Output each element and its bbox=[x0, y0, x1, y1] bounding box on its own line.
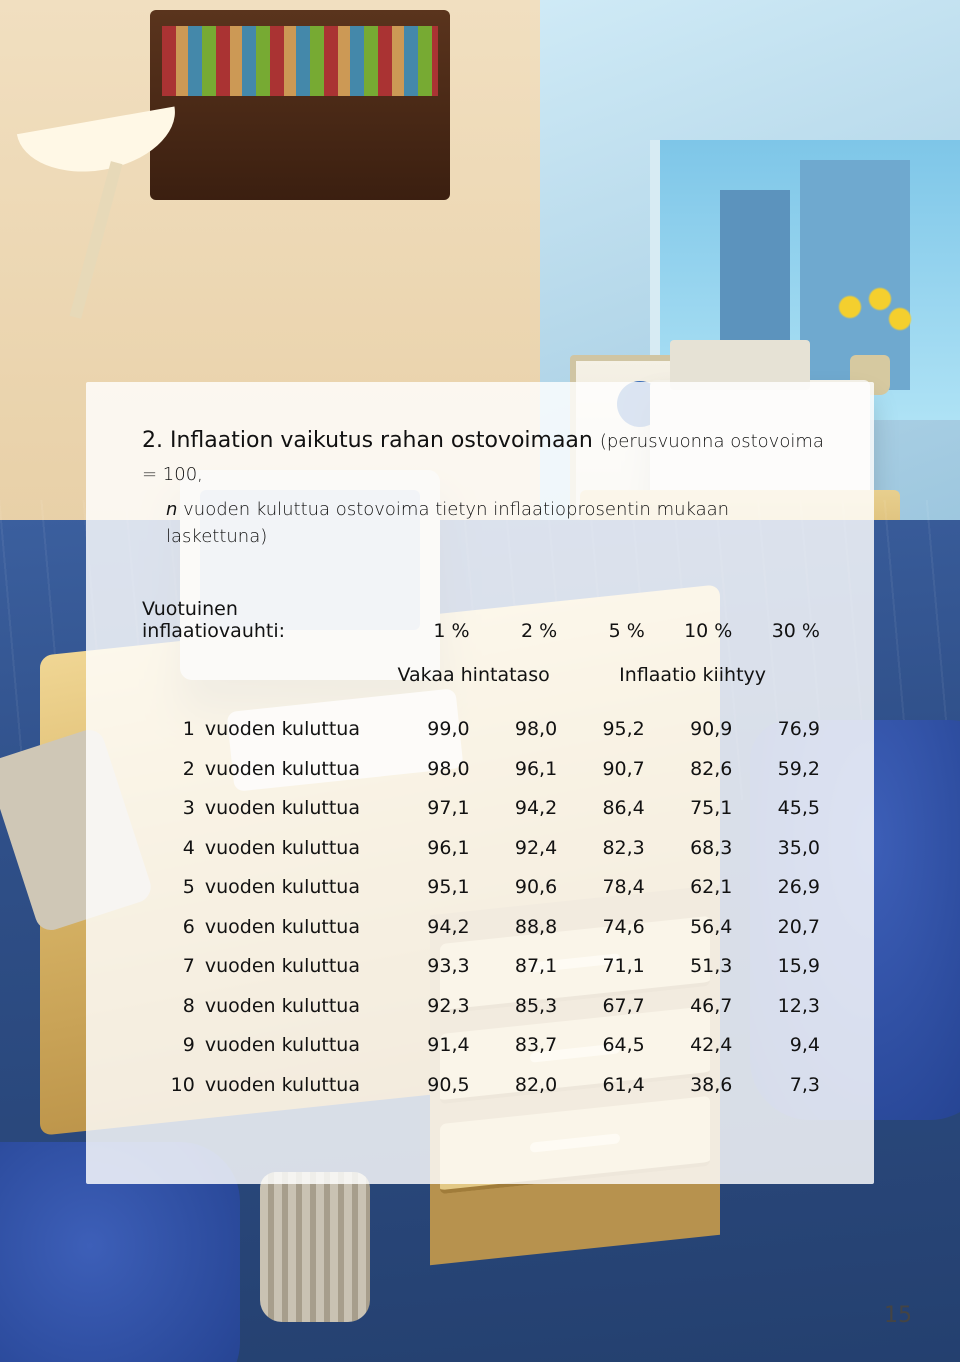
row-label: 8 vuoden kuluttua bbox=[142, 987, 386, 1027]
table-cell: 94,2 bbox=[386, 908, 474, 948]
table-cell: 86,4 bbox=[561, 789, 649, 829]
table-cell: 83,7 bbox=[474, 1026, 562, 1066]
table-cell: 88,8 bbox=[474, 908, 562, 948]
row-label: 2 vuoden kuluttua bbox=[142, 750, 386, 790]
table-row: 3 vuoden kuluttua97,194,286,475,145,5 bbox=[142, 789, 824, 829]
table-cell: 90,6 bbox=[474, 868, 562, 908]
table-cell: 82,6 bbox=[649, 750, 737, 790]
table-cell: 78,4 bbox=[561, 868, 649, 908]
table-cell: 92,3 bbox=[386, 987, 474, 1027]
table-cell: 94,2 bbox=[474, 789, 562, 829]
table-cell: 91,4 bbox=[386, 1026, 474, 1066]
table-cell: 64,5 bbox=[561, 1026, 649, 1066]
table-cell: 92,4 bbox=[474, 829, 562, 869]
row-label: 5 vuoden kuluttua bbox=[142, 868, 386, 908]
table-cell: 90,9 bbox=[649, 710, 737, 750]
table-cell: 97,1 bbox=[386, 789, 474, 829]
subheader-left: Vakaa hintataso bbox=[386, 664, 561, 686]
table-cell: 42,4 bbox=[649, 1026, 737, 1066]
table-cell: 90,5 bbox=[386, 1066, 474, 1106]
table-cell: 76,9 bbox=[736, 710, 824, 750]
col-header: 30 % bbox=[736, 620, 824, 642]
subheader-row: Vakaa hintataso Inflaatio kiihtyy bbox=[142, 664, 824, 686]
table-row: 5 vuoden kuluttua95,190,678,462,126,9 bbox=[142, 868, 824, 908]
table-cell: 46,7 bbox=[649, 987, 737, 1027]
col-header: 10 % bbox=[649, 620, 737, 642]
table-cell: 35,0 bbox=[736, 829, 824, 869]
table-cell: 62,1 bbox=[649, 868, 737, 908]
table-row: 8 vuoden kuluttua92,385,367,746,712,3 bbox=[142, 987, 824, 1027]
row-label: 7 vuoden kuluttua bbox=[142, 947, 386, 987]
table-cell: 68,3 bbox=[649, 829, 737, 869]
data-table: 1 vuoden kuluttua99,098,095,290,976,92 v… bbox=[142, 710, 824, 1105]
table-cell: 38,6 bbox=[649, 1066, 737, 1106]
col-header: 5 % bbox=[561, 620, 649, 642]
header-columns: 1 % 2 % 5 % 10 % 30 % bbox=[386, 598, 824, 642]
row-label: 1 vuoden kuluttua bbox=[142, 710, 386, 750]
col-header: 2 % bbox=[474, 620, 562, 642]
table-row: 7 vuoden kuluttua93,387,171,151,315,9 bbox=[142, 947, 824, 987]
table-cell: 99,0 bbox=[386, 710, 474, 750]
table-cell: 59,2 bbox=[736, 750, 824, 790]
table-cell: 20,7 bbox=[736, 908, 824, 948]
table-cell: 9,4 bbox=[736, 1026, 824, 1066]
table-cell: 61,4 bbox=[561, 1066, 649, 1106]
table-cell: 98,0 bbox=[474, 710, 562, 750]
row-label: 9 vuoden kuluttua bbox=[142, 1026, 386, 1066]
table-cell: 95,1 bbox=[386, 868, 474, 908]
section-heading: Inflaation vaikutus rahan ostovoimaan bbox=[170, 428, 593, 453]
row-label: 3 vuoden kuluttua bbox=[142, 789, 386, 829]
table-cell: 74,6 bbox=[561, 908, 649, 948]
table-row: 10 vuoden kuluttua90,582,061,438,67,3 bbox=[142, 1066, 824, 1106]
desk-lamp bbox=[20, 120, 240, 340]
header-label: Vuotuinen inflaatiovauhti: bbox=[142, 598, 386, 642]
col-header: 1 % bbox=[386, 620, 474, 642]
table-cell: 56,4 bbox=[649, 908, 737, 948]
table-cell: 12,3 bbox=[736, 987, 824, 1027]
header-label-line2: inflaatiovauhti: bbox=[142, 620, 386, 642]
waste-bin bbox=[260, 1172, 370, 1322]
header-label-line1: Vuotuinen bbox=[142, 598, 386, 620]
table-cell: 85,3 bbox=[474, 987, 562, 1027]
table-cell: 45,5 bbox=[736, 789, 824, 829]
table-cell: 98,0 bbox=[386, 750, 474, 790]
table-cell: 93,3 bbox=[386, 947, 474, 987]
table-cell: 15,9 bbox=[736, 947, 824, 987]
section-subtitle: n vuoden kuluttua ostovoima tietyn infla… bbox=[142, 496, 824, 550]
table-cell: 51,3 bbox=[649, 947, 737, 987]
row-label: 4 vuoden kuluttua bbox=[142, 829, 386, 869]
table-cell: 26,9 bbox=[736, 868, 824, 908]
table-row: 1 vuoden kuluttua99,098,095,290,976,9 bbox=[142, 710, 824, 750]
table-cell: 75,1 bbox=[649, 789, 737, 829]
table-cell: 95,2 bbox=[561, 710, 649, 750]
table-cell: 96,1 bbox=[474, 750, 562, 790]
table-row: 4 vuoden kuluttua96,192,482,368,335,0 bbox=[142, 829, 824, 869]
flower-pot bbox=[810, 275, 930, 395]
table-row: 2 vuoden kuluttua98,096,190,782,659,2 bbox=[142, 750, 824, 790]
table-cell: 96,1 bbox=[386, 829, 474, 869]
italic-n: n bbox=[166, 499, 177, 520]
table-cell: 87,1 bbox=[474, 947, 562, 987]
table-row: 9 vuoden kuluttua91,483,764,542,49,4 bbox=[142, 1026, 824, 1066]
subheader-right: Inflaatio kiihtyy bbox=[561, 664, 824, 686]
content-card: 2. Inflaation vaikutus rahan ostovoimaan… bbox=[86, 382, 874, 1184]
section-title: 2. Inflaation vaikutus rahan ostovoimaan… bbox=[142, 424, 824, 490]
page-number: 15 bbox=[884, 1303, 912, 1328]
header-row: Vuotuinen inflaatiovauhti: 1 % 2 % 5 % 1… bbox=[142, 598, 824, 642]
table-cell: 82,3 bbox=[561, 829, 649, 869]
section-number: 2. bbox=[142, 428, 163, 453]
table-row: 6 vuoden kuluttua94,288,874,656,420,7 bbox=[142, 908, 824, 948]
table-cell: 71,1 bbox=[561, 947, 649, 987]
row-label: 6 vuoden kuluttua bbox=[142, 908, 386, 948]
table-cell: 67,7 bbox=[561, 987, 649, 1027]
table-cell: 7,3 bbox=[736, 1066, 824, 1106]
row-label: 10 vuoden kuluttua bbox=[142, 1066, 386, 1106]
table-cell: 82,0 bbox=[474, 1066, 562, 1106]
table-cell: 90,7 bbox=[561, 750, 649, 790]
subtitle-rest: vuoden kuluttua ostovoima tietyn inflaat… bbox=[166, 499, 729, 547]
